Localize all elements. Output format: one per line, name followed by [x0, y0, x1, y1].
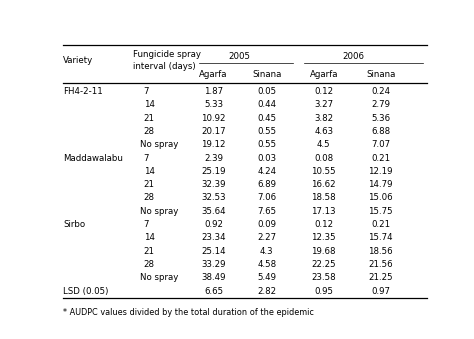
Text: 4.58: 4.58: [257, 260, 276, 269]
Text: 7.06: 7.06: [257, 194, 276, 202]
Text: 6.65: 6.65: [204, 287, 223, 296]
Text: 0.12: 0.12: [314, 87, 333, 96]
Text: 4.24: 4.24: [257, 167, 276, 176]
Text: 32.39: 32.39: [201, 180, 226, 189]
Text: 6.89: 6.89: [257, 180, 276, 189]
Text: 2.39: 2.39: [204, 154, 223, 162]
Text: 2.82: 2.82: [257, 287, 276, 296]
Text: Variety: Variety: [63, 56, 93, 65]
Text: 33.29: 33.29: [201, 260, 226, 269]
Text: 16.62: 16.62: [311, 180, 336, 189]
Text: 21.56: 21.56: [368, 260, 393, 269]
Text: 4.5: 4.5: [317, 140, 330, 149]
Text: 0.97: 0.97: [371, 287, 390, 296]
Text: 23.34: 23.34: [201, 233, 226, 242]
Text: 3.82: 3.82: [314, 114, 333, 123]
Text: 0.12: 0.12: [314, 220, 333, 229]
Text: 25.19: 25.19: [201, 167, 226, 176]
Text: 4.63: 4.63: [314, 127, 333, 136]
Text: 2005: 2005: [228, 52, 250, 61]
Text: No spray: No spray: [140, 273, 178, 282]
Text: 5.49: 5.49: [257, 273, 276, 282]
Text: Fungicide spray
interval (days): Fungicide spray interval (days): [133, 51, 201, 71]
Text: 0.95: 0.95: [314, 287, 333, 296]
Text: 18.56: 18.56: [368, 247, 393, 256]
Text: 20.17: 20.17: [201, 127, 226, 136]
Text: 0.92: 0.92: [204, 220, 223, 229]
Text: 14: 14: [144, 233, 155, 242]
Text: 14.79: 14.79: [368, 180, 393, 189]
Text: 7: 7: [144, 154, 149, 162]
Text: 38.49: 38.49: [201, 273, 226, 282]
Text: LSD (0.05): LSD (0.05): [63, 287, 108, 296]
Text: 2.27: 2.27: [257, 233, 276, 242]
Text: 10.55: 10.55: [311, 167, 336, 176]
Text: No spray: No spray: [140, 207, 178, 216]
Text: 21: 21: [144, 247, 155, 256]
Text: 10.92: 10.92: [201, 114, 226, 123]
Text: 2.79: 2.79: [371, 100, 390, 109]
Text: 18.58: 18.58: [311, 194, 336, 202]
Text: 19.12: 19.12: [201, 140, 226, 149]
Text: 12.19: 12.19: [368, 167, 393, 176]
Text: 7: 7: [144, 220, 149, 229]
Text: 0.24: 0.24: [371, 87, 390, 96]
Text: Sinana: Sinana: [252, 70, 282, 79]
Text: 15.75: 15.75: [368, 207, 393, 216]
Text: 35.64: 35.64: [201, 207, 226, 216]
Text: 17.13: 17.13: [311, 207, 336, 216]
Text: 5.33: 5.33: [204, 100, 223, 109]
Text: 28: 28: [144, 127, 155, 136]
Text: 15.06: 15.06: [368, 194, 393, 202]
Text: 0.09: 0.09: [257, 220, 276, 229]
Text: 5.36: 5.36: [371, 114, 390, 123]
Text: 28: 28: [144, 194, 155, 202]
Text: 21: 21: [144, 180, 155, 189]
Text: 32.53: 32.53: [201, 194, 226, 202]
Text: 1.87: 1.87: [204, 87, 223, 96]
Text: 15.74: 15.74: [368, 233, 393, 242]
Text: 7: 7: [144, 87, 149, 96]
Text: 25.14: 25.14: [201, 247, 226, 256]
Text: 3.27: 3.27: [314, 100, 333, 109]
Text: Agarfa: Agarfa: [199, 70, 228, 79]
Text: * AUDPC values divided by the total duration of the epidemic: * AUDPC values divided by the total dura…: [63, 308, 314, 317]
Text: 2006: 2006: [342, 52, 364, 61]
Text: 22.25: 22.25: [311, 260, 336, 269]
Text: 6.88: 6.88: [371, 127, 390, 136]
Text: FH4-2-11: FH4-2-11: [63, 87, 103, 96]
Text: 19.68: 19.68: [311, 247, 336, 256]
Text: 7.65: 7.65: [257, 207, 276, 216]
Text: 0.08: 0.08: [314, 154, 333, 162]
Text: 0.03: 0.03: [257, 154, 276, 162]
Text: 0.21: 0.21: [371, 220, 390, 229]
Text: 0.45: 0.45: [257, 114, 276, 123]
Text: Sinana: Sinana: [366, 70, 395, 79]
Text: 12.35: 12.35: [311, 233, 336, 242]
Text: Sirbo: Sirbo: [63, 220, 85, 229]
Text: 0.55: 0.55: [257, 127, 276, 136]
Text: 21.25: 21.25: [368, 273, 393, 282]
Text: 0.44: 0.44: [257, 100, 276, 109]
Text: 23.58: 23.58: [311, 273, 336, 282]
Text: 0.55: 0.55: [257, 140, 276, 149]
Text: 0.21: 0.21: [371, 154, 390, 162]
Text: 4.3: 4.3: [260, 247, 273, 256]
Text: 14: 14: [144, 100, 155, 109]
Text: Agarfa: Agarfa: [310, 70, 338, 79]
Text: 7.07: 7.07: [371, 140, 390, 149]
Text: 28: 28: [144, 260, 155, 269]
Text: 0.05: 0.05: [257, 87, 276, 96]
Text: 14: 14: [144, 167, 155, 176]
Text: 21: 21: [144, 114, 155, 123]
Text: Maddawalabu: Maddawalabu: [63, 154, 123, 162]
Text: No spray: No spray: [140, 140, 178, 149]
